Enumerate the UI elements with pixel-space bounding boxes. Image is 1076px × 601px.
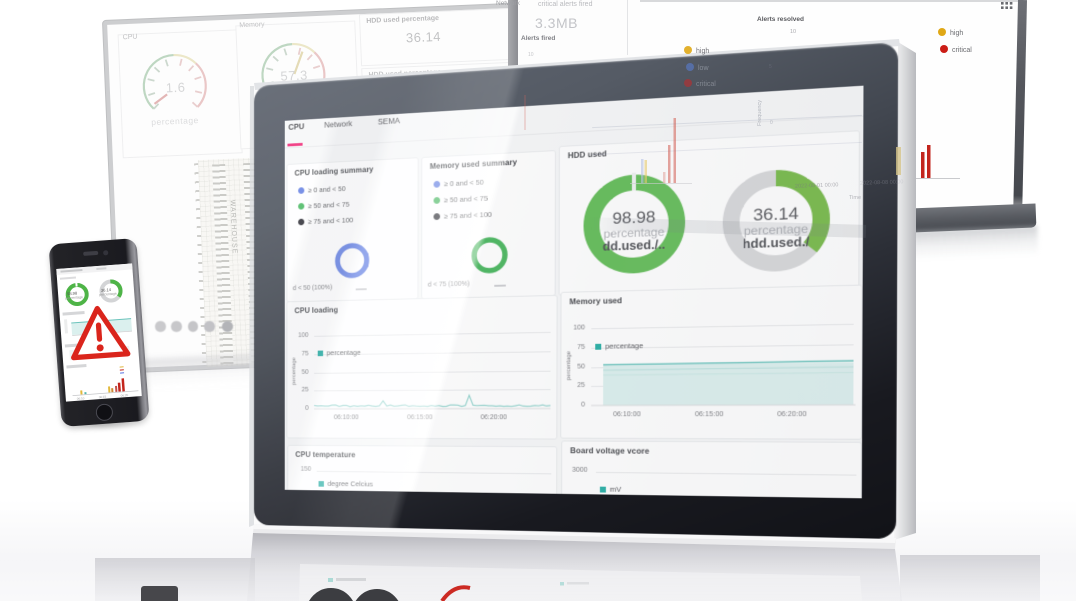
svg-text:06:20: 06:20 xyxy=(121,393,129,398)
svg-text:06:15: 06:15 xyxy=(99,395,107,400)
svg-text:06:10: 06:10 xyxy=(77,396,85,401)
